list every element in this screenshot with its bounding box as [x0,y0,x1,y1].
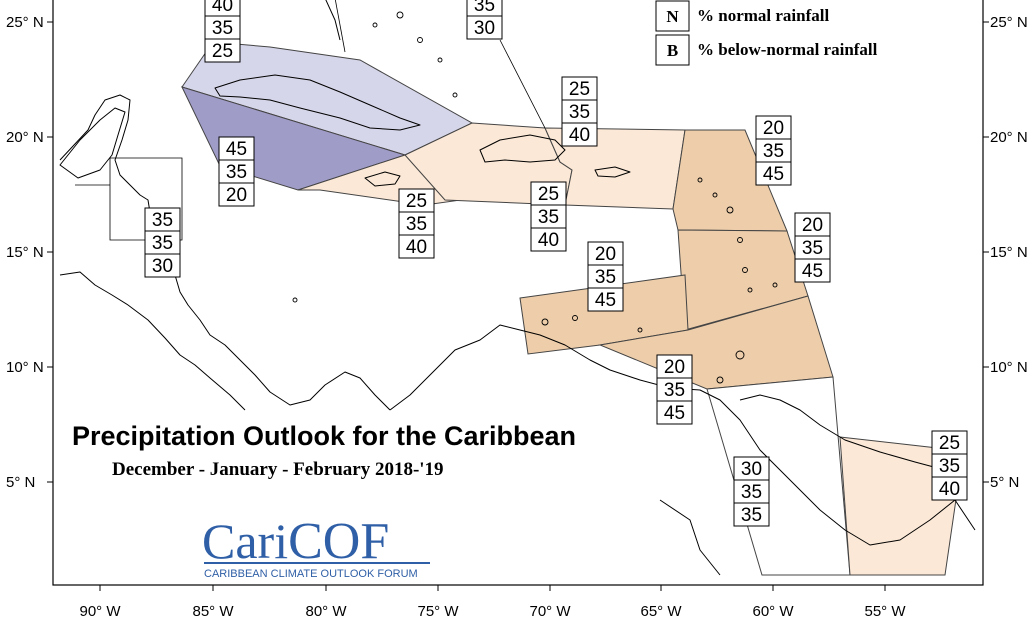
lat-right-15n: 15° N [990,244,1028,261]
prob-box-guyana: 30 35 35 [733,456,770,527]
lon-label-85w: 85° W [192,603,234,620]
jamaica-outline [364,171,401,187]
svg-text:35: 35 [802,238,823,259]
probability-boxes: 40 35 25 35 30 45 35 20 35 35 30 25 35 4… [144,0,968,527]
legend-label-normal: % normal rainfall [697,6,829,25]
svg-text:25: 25 [406,191,427,212]
svg-text:35: 35 [152,233,173,254]
yucatan-outline [59,107,126,179]
logo-tagline: CARIBBEAN CLIMATE OUTLOOK FORUM [204,568,418,580]
svg-text:35: 35 [212,18,233,39]
legend-label-below-normal: % below-normal rainfall [697,40,878,59]
caricof-logo: CariCOF CARIBBEAN CLIMATE OUTLOOK FORUM [202,513,430,580]
lon-label-65w: 65° W [640,603,682,620]
svg-text:25: 25 [939,433,960,454]
hispaniola-outline [479,134,566,163]
latitude-labels-right: 25° N 20° N 15° N 10° N 5° N [990,14,1028,491]
svg-text:35: 35 [939,456,960,477]
lon-label-90w: 90° W [79,603,121,620]
latitude-labels-left: 25° N 20° N 15° N 10° N 5° N [6,14,44,491]
lon-label-80w: 80° W [305,603,347,620]
svg-text:35: 35 [741,482,762,503]
forecast-zones [181,41,961,576]
lat-right-5n: 5° N [990,474,1019,491]
florida-outline [325,0,341,41]
lat-right-20n: 20° N [990,129,1028,146]
svg-text:20: 20 [226,185,247,206]
svg-text:30: 30 [741,459,762,480]
svg-text:35: 35 [152,210,173,231]
tick-marks [47,21,989,591]
logo-wordmark: CariCOF [202,513,389,570]
prob-box-hispaniola: 25 35 40 [530,181,567,252]
prob-box-belize: 35 35 30 [144,207,181,278]
svg-text:25: 25 [212,41,233,62]
puerto-rico-outline [594,166,631,178]
map-subtitle: December - January - February 2018-'19 [112,459,444,480]
map-title: Precipitation Outlook for the Caribbean [72,421,576,451]
svg-text:35: 35 [741,505,762,526]
svg-text:20: 20 [802,215,823,236]
svg-text:40: 40 [569,125,590,146]
svg-text:30: 30 [474,18,495,39]
svg-text:20: 20 [763,118,784,139]
svg-text:35: 35 [664,380,685,401]
lon-label-70w: 70° W [529,603,571,620]
venezuela-interior [659,499,721,576]
svg-text:40: 40 [538,230,559,251]
svg-text:25: 25 [569,79,590,100]
lat-left-25n: 25° N [6,14,44,31]
svg-text:45: 45 [595,290,616,311]
svg-text:35: 35 [538,207,559,228]
lat-left-5n: 5° N [6,474,35,491]
svg-text:40: 40 [406,237,427,258]
lon-label-75w: 75° W [417,603,459,620]
svg-text:25: 25 [538,184,559,205]
guianas-coast [739,394,961,481]
svg-text:35: 35 [226,162,247,183]
legend-key-n: N [655,0,690,32]
svg-text:45: 45 [664,403,685,424]
prob-box-puerto-rico: 25 35 40 [561,76,598,147]
cuba-outline [214,74,421,131]
legend-key-b: B [655,34,690,66]
lon-label-55w: 55° W [864,603,906,620]
lat-left-10n: 10° N [6,359,44,376]
lat-left-15n: 15° N [6,244,44,261]
islands [292,11,778,384]
svg-text:35: 35 [406,214,427,235]
legend: N % normal rainfall B % below-normal rai… [655,0,878,66]
svg-text:40: 40 [212,0,233,16]
prob-box-leeward-islands: 20 35 45 [755,115,792,186]
prob-box-abc-islands: 20 35 45 [587,241,624,312]
longitude-labels: 90° W 85° W 80° W 75° W 70° W 65° W 60° … [79,603,906,620]
lat-left-20n: 20° N [6,129,44,146]
prob-box-trinidad-tobago: 20 35 45 [656,354,693,425]
svg-text:30: 30 [152,256,173,277]
prob-box-turks-caicos: 35 30 [466,0,503,40]
svg-text:35: 35 [763,141,784,162]
prob-box-jamaica: 25 35 40 [398,188,435,259]
svg-text:40: 40 [939,479,960,500]
prob-box-cuba: 45 35 20 [218,136,255,207]
prob-box-windward-islands: 20 35 45 [794,212,831,283]
svg-text:B: B [667,41,678,60]
svg-text:45: 45 [802,261,823,282]
svg-text:45: 45 [226,139,247,160]
lon-label-60w: 60° W [752,603,794,620]
lat-right-25n: 25° N [990,14,1028,31]
svg-text:45: 45 [763,164,784,185]
svg-text:35: 35 [474,0,495,16]
svg-text:N: N [666,7,679,26]
leader-lines [75,0,546,241]
pacific-coast [59,271,246,411]
svg-text:20: 20 [595,244,616,265]
prob-box-bahamas: 40 35 25 [204,0,241,63]
svg-text:20: 20 [664,357,685,378]
prob-box-suriname-french-guiana: 25 35 40 [931,430,968,501]
svg-text:35: 35 [595,267,616,288]
svg-text:35: 35 [569,102,590,123]
lat-right-10n: 10° N [990,359,1028,376]
